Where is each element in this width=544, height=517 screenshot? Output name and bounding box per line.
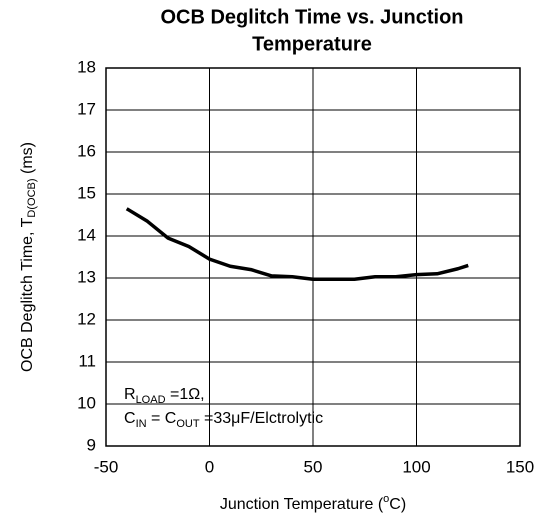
y-tick-label: 18	[77, 57, 96, 76]
annotation-text: =1Ω,	[166, 386, 205, 403]
y-tick-label: 15	[77, 183, 96, 202]
y-axis-label: OCB Deglitch Time, TD(OCB) (ms)	[19, 142, 38, 372]
annotation-text: C	[165, 410, 177, 427]
annotation-sub: OUT	[176, 418, 200, 430]
x-tick-label: -50	[94, 457, 119, 476]
annotation-text: =	[147, 410, 165, 427]
y-tick-label: 17	[77, 99, 96, 118]
x-label-text: Junction Temperature (	[220, 496, 384, 513]
y-tick-label: 13	[77, 267, 96, 286]
annotation-text: =33μF/Elctrolytic	[200, 410, 323, 427]
y-tick-label: 16	[77, 141, 96, 160]
annotation-sub: LOAD	[136, 394, 166, 406]
x-tick-label: 100	[402, 457, 430, 476]
y-label-text: OCB Deglitch Time, T	[19, 217, 36, 372]
y-tick-label: 12	[77, 309, 96, 328]
x-tick-label: 0	[205, 457, 214, 476]
y-tick-label: 11	[78, 351, 96, 370]
x-axis-label: Junction Temperature (oC)	[220, 493, 406, 513]
x-label-sup: o	[383, 493, 389, 505]
data-line	[125, 207, 469, 282]
y-tick-label: 9	[87, 435, 96, 454]
plot-frame	[105, 67, 521, 447]
chart-title: OCB Deglitch Time vs. Junction	[160, 6, 463, 28]
x-label-unit: C)	[389, 496, 406, 513]
y-label-sub: D(OCB)	[26, 178, 38, 217]
annotation: CIN = COUT =33μF/Elctrolytic	[124, 410, 323, 430]
y-tick-label: 10	[77, 393, 96, 412]
annotation-text: C	[124, 410, 136, 427]
annotation: RLOAD =1Ω,	[124, 386, 205, 406]
x-tick-label: 150	[506, 457, 534, 476]
annotation-sub: IN	[136, 418, 147, 430]
y-tick-label: 14	[77, 225, 96, 244]
y-label-unit: (ms)	[19, 142, 36, 178]
x-tick-label: 50	[304, 457, 323, 476]
chart-title: Temperature	[252, 33, 372, 55]
annotation-text: R	[124, 386, 136, 403]
